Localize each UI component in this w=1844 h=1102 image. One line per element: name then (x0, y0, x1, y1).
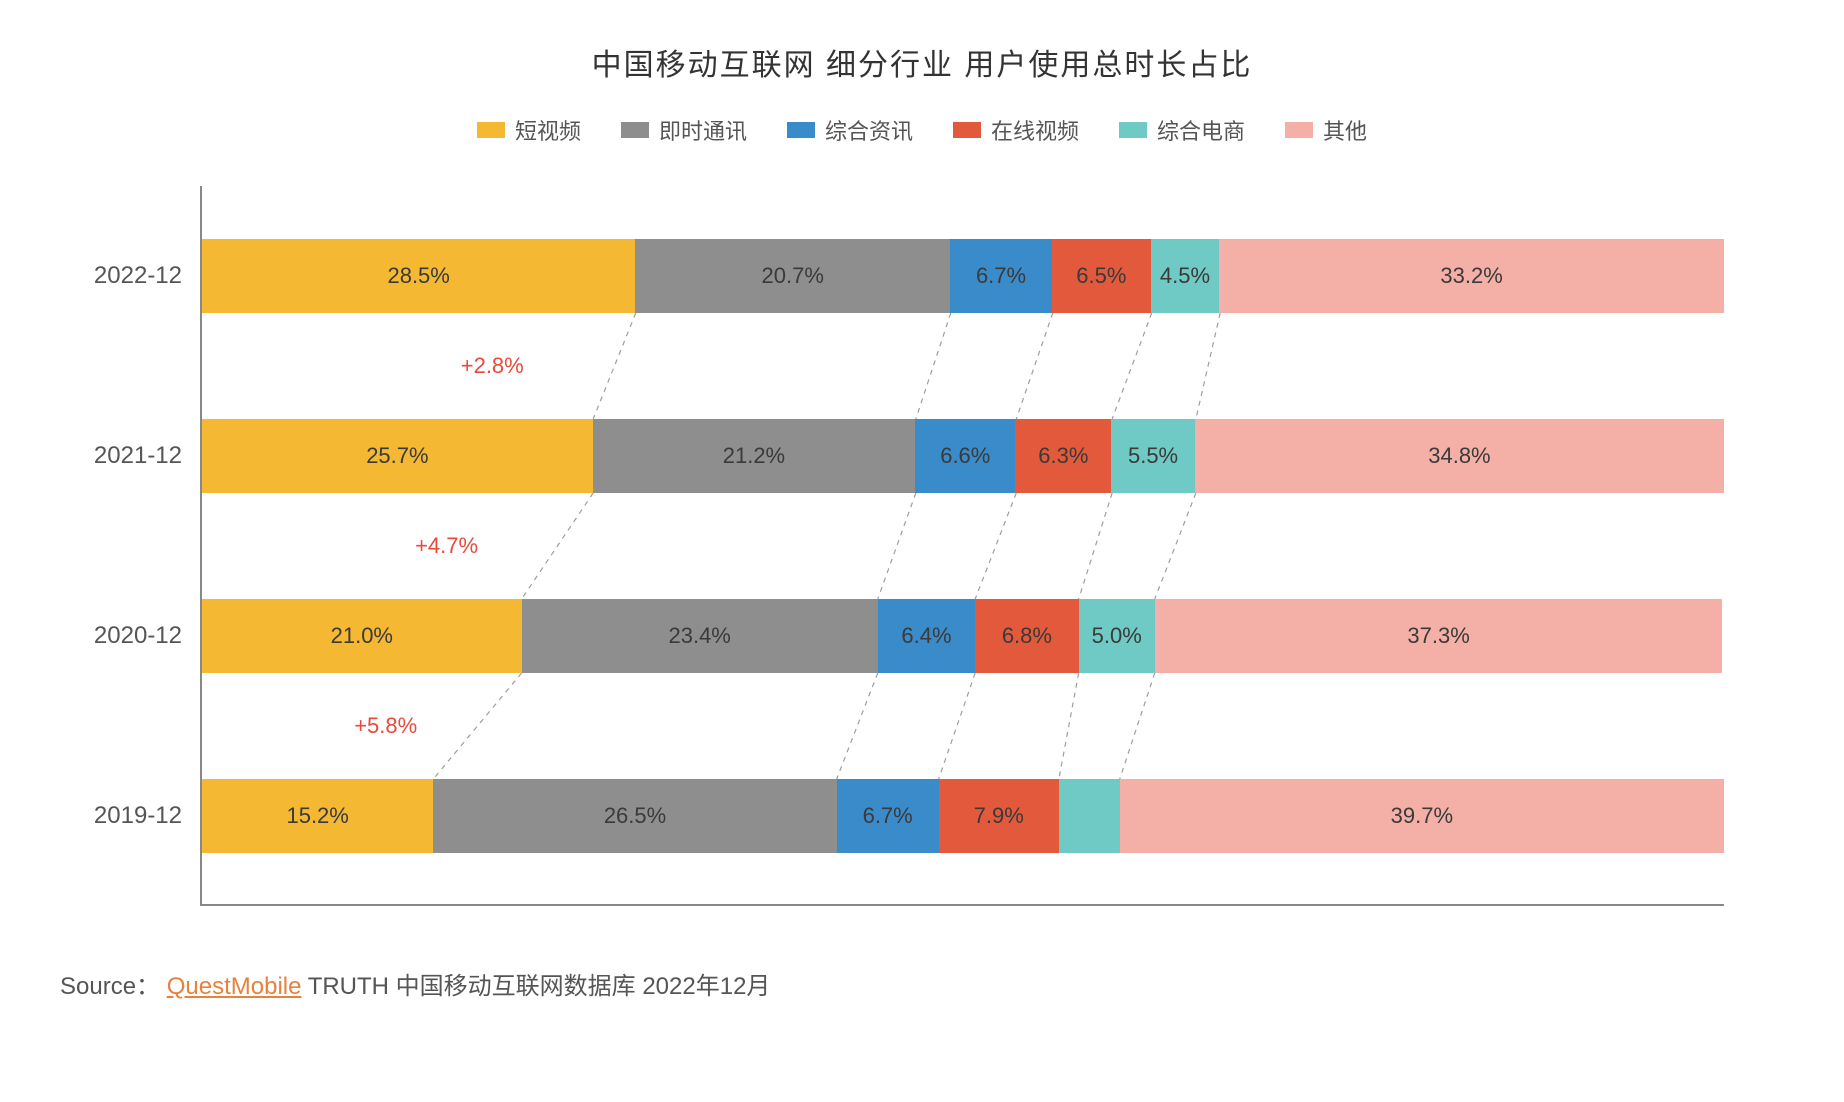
bar-segment: 6.5% (1052, 239, 1151, 313)
legend-swatch (621, 122, 649, 138)
source-link[interactable]: QuestMobile (167, 973, 302, 1000)
segment-value: 4.5% (1160, 263, 1210, 289)
data-source: Source： QuestMobile TRUTH 中国移动互联网数据库 202… (60, 966, 1784, 1001)
bar-segment: 15.2% (202, 779, 433, 853)
bar-segment: 26.5% (433, 779, 836, 853)
segment-value: 26.5% (604, 803, 666, 829)
bar-segment: 6.6% (915, 419, 1015, 493)
bar-row: 2019-1215.2%26.5%6.7%7.9%4.0%39.7% (202, 726, 1724, 906)
legend-label: 在线视频 (991, 114, 1079, 146)
chart-area: 2022-1228.5%20.7%6.7%6.5%4.5%33.2%2021-1… (200, 186, 1724, 906)
bar-segment: 4.0% (1059, 779, 1120, 853)
bar-period-label: 2022-12 (72, 262, 182, 290)
bar-segment: 6.3% (1015, 419, 1111, 493)
legend-label: 综合电商 (1157, 114, 1245, 146)
bar-segment: 34.8% (1195, 419, 1724, 493)
segment-value: 6.5% (1076, 263, 1126, 289)
stacked-bar: 25.7% 21.2% 6.6% 6.3% 5.5% 34.8% (202, 419, 1724, 493)
segment-value: 20.7% (762, 263, 824, 289)
bar-row: 2022-1228.5%20.7%6.7%6.5%4.5%33.2% (202, 186, 1724, 366)
segment-value: 6.3% (1038, 443, 1088, 469)
bars-container: 2022-1228.5%20.7%6.7%6.5%4.5%33.2%2021-1… (202, 186, 1724, 904)
legend-item: 综合电商 (1119, 114, 1245, 146)
legend-swatch (953, 122, 981, 138)
bar-segment: 6.4% (878, 599, 975, 673)
segment-value: 6.4% (901, 623, 951, 649)
legend-item: 即时通讯 (621, 114, 747, 146)
bar-segment: 6.7% (950, 239, 1052, 313)
bar-segment: 39.7% (1120, 779, 1724, 853)
chart-legend: 短视频 即时通讯 综合资讯 在线视频 综合电商 其他 (60, 114, 1784, 146)
bar-segment: 33.2% (1219, 239, 1724, 313)
bar-segment: 5.0% (1079, 599, 1155, 673)
legend-label: 短视频 (515, 114, 581, 146)
bar-period-label: 2021-12 (72, 442, 182, 470)
bar-segment: 6.7% (837, 779, 939, 853)
bar-period-label: 2019-12 (72, 802, 182, 830)
segment-value: 28.5% (387, 263, 449, 289)
segment-value: 6.7% (863, 803, 913, 829)
segment-value: 5.0% (1092, 623, 1142, 649)
legend-item: 短视频 (477, 114, 581, 146)
bar-segment: 5.5% (1111, 419, 1195, 493)
segment-value: 39.7% (1391, 803, 1453, 829)
segment-value: 34.8% (1428, 443, 1490, 469)
bar-segment: 25.7% (202, 419, 593, 493)
stacked-bar: 15.2% 26.5% 6.7% 7.9% 4.0% 39.7% (202, 779, 1724, 853)
bar-segment: 37.3% (1155, 599, 1723, 673)
bar-segment: 21.0% (202, 599, 522, 673)
segment-value: 15.2% (286, 803, 348, 829)
segment-value: 5.5% (1128, 443, 1178, 469)
segment-value: 21.0% (331, 623, 393, 649)
legend-item: 其他 (1285, 114, 1367, 146)
chart-title: 中国移动互联网 细分行业 用户使用总时长占比 (60, 40, 1784, 84)
segment-value: 6.8% (1002, 623, 1052, 649)
bar-row: 2021-1225.7%21.2%6.6%6.3%5.5%34.8% (202, 366, 1724, 546)
bar-row: 2020-1221.0%23.4%6.4%6.8%5.0%37.3% (202, 546, 1724, 726)
bar-segment: 20.7% (635, 239, 950, 313)
legend-label: 综合资讯 (825, 114, 913, 146)
legend-label: 即时通讯 (659, 114, 747, 146)
segment-value: 7.9% (974, 803, 1024, 829)
bar-segment: 23.4% (522, 599, 878, 673)
segment-value: 21.2% (723, 443, 785, 469)
stacked-bar: 28.5% 20.7% 6.7% 6.5% 4.5% 33.2% (202, 239, 1724, 313)
bar-segment: 6.8% (975, 599, 1078, 673)
segment-value: 25.7% (366, 443, 428, 469)
legend-swatch (477, 122, 505, 138)
segment-value: 23.4% (668, 623, 730, 649)
legend-item: 在线视频 (953, 114, 1079, 146)
source-prefix: Source： (60, 973, 160, 1000)
bar-segment: 7.9% (939, 779, 1059, 853)
source-suffix: TRUTH 中国移动互联网数据库 2022年12月 (308, 973, 771, 1000)
bar-period-label: 2020-12 (72, 622, 182, 650)
legend-swatch (787, 122, 815, 138)
segment-value: 6.6% (940, 443, 990, 469)
segment-value: 6.7% (976, 263, 1026, 289)
segment-value: 33.2% (1440, 263, 1502, 289)
bar-segment: 28.5% (202, 239, 635, 313)
segment-value: 37.3% (1407, 623, 1469, 649)
legend-label: 其他 (1323, 114, 1367, 146)
stacked-bar: 21.0% 23.4% 6.4% 6.8% 5.0% 37.3% (202, 599, 1724, 673)
legend-swatch (1285, 122, 1313, 138)
bar-segment: 4.5% (1151, 239, 1219, 313)
bar-segment: 21.2% (593, 419, 915, 493)
legend-swatch (1119, 122, 1147, 138)
legend-item: 综合资讯 (787, 114, 913, 146)
